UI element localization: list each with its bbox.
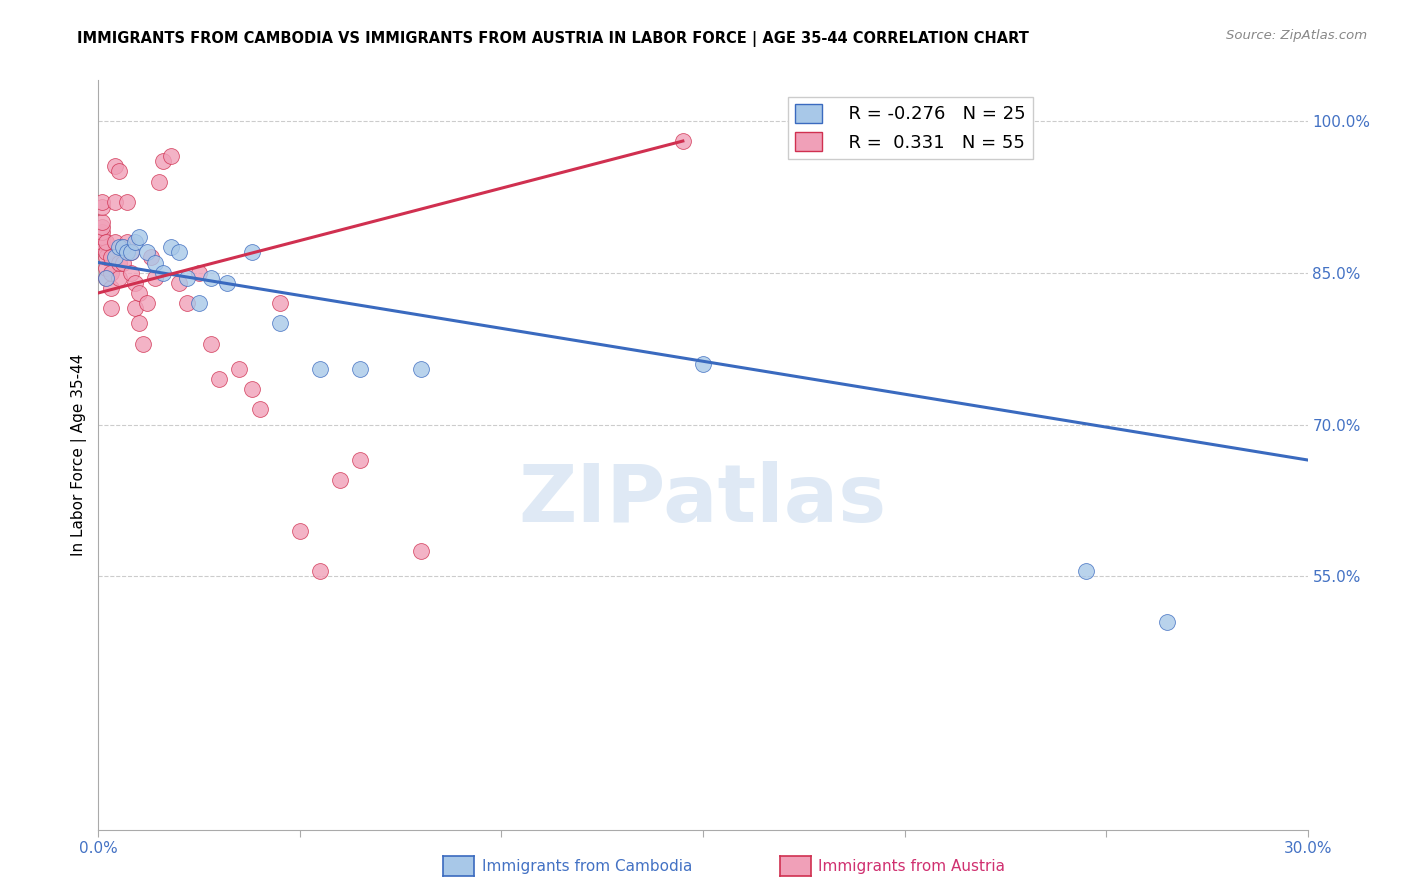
Point — [107, 255, 129, 269]
Point — [115, 194, 138, 209]
Point — [103, 251, 125, 265]
Y-axis label: In Labor Force | Age 35-44: In Labor Force | Age 35-44 — [72, 354, 87, 556]
Point — [269, 316, 291, 330]
Point — [200, 336, 222, 351]
Point — [128, 285, 150, 300]
Point — [143, 270, 166, 285]
Legend:   R = -0.276   N = 25,   R =  0.331   N = 55: R = -0.276 N = 25, R = 0.331 N = 55 — [787, 97, 1032, 159]
Point — [349, 362, 371, 376]
Point — [103, 159, 125, 173]
Point — [96, 251, 118, 265]
Point — [120, 266, 142, 280]
Point — [1074, 565, 1097, 579]
Point — [228, 362, 250, 376]
Point — [1156, 615, 1178, 629]
Point — [96, 235, 118, 250]
Point — [120, 245, 142, 260]
Point — [128, 316, 150, 330]
Point — [132, 336, 155, 351]
Point — [91, 225, 114, 239]
Point — [672, 134, 695, 148]
Text: ZIPatlas: ZIPatlas — [519, 461, 887, 539]
Point — [167, 276, 190, 290]
Point — [135, 296, 157, 310]
Point — [240, 245, 263, 260]
Point — [152, 154, 174, 169]
Point — [240, 382, 263, 396]
Point — [111, 240, 134, 254]
Point — [692, 357, 714, 371]
Point — [152, 266, 174, 280]
Point — [96, 260, 118, 275]
Point — [135, 245, 157, 260]
Point — [91, 220, 114, 235]
Point — [115, 245, 138, 260]
Point — [217, 276, 239, 290]
Point — [111, 255, 134, 269]
Point — [329, 473, 352, 487]
Point — [120, 245, 142, 260]
Point — [143, 255, 166, 269]
Point — [100, 281, 122, 295]
Point — [115, 235, 138, 250]
Text: Immigrants from Cambodia: Immigrants from Cambodia — [482, 859, 693, 873]
Point — [167, 245, 190, 260]
Point — [91, 230, 114, 244]
Point — [160, 149, 183, 163]
Point — [100, 251, 122, 265]
Point — [96, 270, 118, 285]
Text: Source: ZipAtlas.com: Source: ZipAtlas.com — [1226, 29, 1367, 42]
Point — [103, 194, 125, 209]
Point — [188, 266, 211, 280]
Point — [188, 296, 211, 310]
Point — [103, 235, 125, 250]
Point — [124, 235, 146, 250]
Point — [409, 362, 432, 376]
Text: IMMIGRANTS FROM CAMBODIA VS IMMIGRANTS FROM AUSTRIA IN LABOR FORCE | AGE 35-44 C: IMMIGRANTS FROM CAMBODIA VS IMMIGRANTS F… — [77, 31, 1029, 47]
Point — [124, 301, 146, 315]
Point — [111, 240, 134, 254]
Point — [96, 270, 118, 285]
Point — [208, 372, 231, 386]
Point — [91, 194, 114, 209]
Point — [309, 362, 332, 376]
Point — [288, 524, 311, 538]
Text: Immigrants from Austria: Immigrants from Austria — [818, 859, 1005, 873]
Point — [160, 240, 183, 254]
Point — [100, 266, 122, 280]
Point — [107, 270, 129, 285]
Point — [409, 544, 432, 558]
Point — [128, 230, 150, 244]
Point — [176, 270, 198, 285]
Point — [200, 270, 222, 285]
Point — [349, 453, 371, 467]
Point — [96, 245, 118, 260]
Point — [107, 164, 129, 178]
Point — [249, 402, 271, 417]
Point — [309, 565, 332, 579]
Point — [100, 301, 122, 315]
Point — [91, 235, 114, 250]
Point — [269, 296, 291, 310]
Point — [91, 200, 114, 214]
Point — [91, 215, 114, 229]
Point — [91, 240, 114, 254]
Point — [139, 251, 162, 265]
Point — [124, 276, 146, 290]
Point — [176, 296, 198, 310]
Point — [107, 240, 129, 254]
Point — [148, 175, 170, 189]
